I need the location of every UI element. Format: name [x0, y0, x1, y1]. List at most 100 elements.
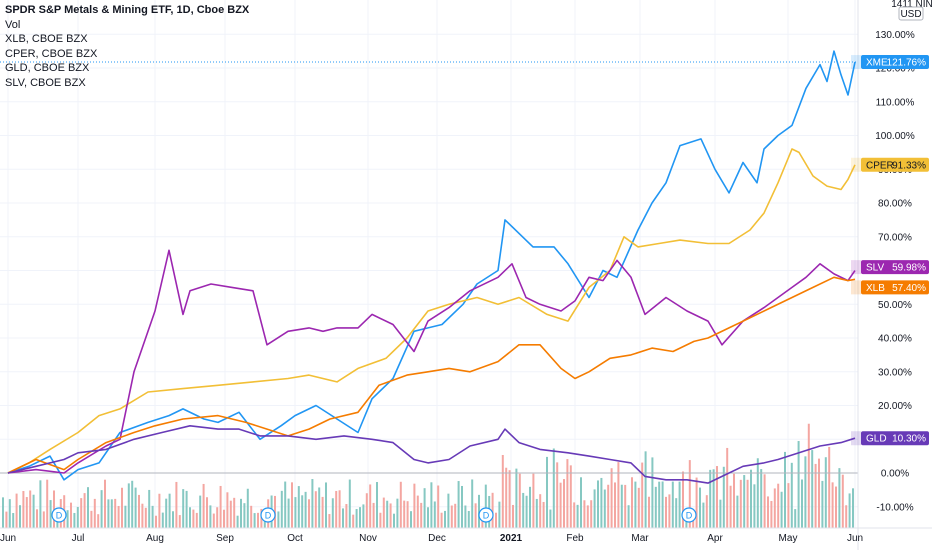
volume-bar	[348, 479, 351, 528]
volume-bar	[559, 482, 562, 528]
volume-bar	[328, 514, 331, 528]
volume-bar	[454, 503, 457, 528]
volume-bar	[794, 509, 797, 528]
volume-bar	[797, 441, 800, 528]
volume-bar	[828, 446, 831, 528]
volume-bar	[641, 462, 644, 528]
volume-bar	[620, 484, 623, 528]
volume-bar	[410, 511, 412, 528]
volume-bar	[12, 513, 15, 528]
volume-bar	[665, 496, 667, 528]
volume-bar	[192, 509, 195, 528]
chart-legend: SPDR S&P Metals & Mining ETF, 1D, Cboe B…	[5, 3, 249, 90]
legend-volume[interactable]: Vol	[5, 18, 21, 31]
volume-bar	[726, 447, 729, 528]
volume-bar	[780, 491, 783, 528]
volume-bar	[729, 485, 732, 528]
volume-bar	[491, 492, 494, 528]
y-tick-label: 40.00%	[878, 334, 912, 345]
volume-bar	[614, 482, 616, 528]
volume-bar	[399, 481, 402, 528]
volume-bar	[433, 501, 436, 528]
volume-bar	[352, 514, 355, 528]
volume-bar	[15, 493, 18, 528]
volume-bar	[321, 496, 324, 528]
volume-bar	[36, 509, 38, 528]
y-tick-label: 100.00%	[875, 131, 915, 142]
volume-bar	[359, 507, 361, 528]
scale-box[interactable]: 1411 NIN USD	[891, 0, 932, 21]
legend-item-gld[interactable]: GLD, CBOE BZX	[5, 62, 90, 74]
volume-bar	[763, 474, 766, 528]
volume-bar	[87, 487, 89, 528]
volume-bar	[365, 493, 368, 528]
volume-bar	[144, 507, 147, 528]
legend-item-cper[interactable]: CPER, CBOE BZX	[5, 47, 98, 60]
volume-bar	[549, 509, 552, 528]
series-line-gld[interactable]	[7, 425, 856, 484]
series-line-slv[interactable]	[7, 249, 856, 474]
series-line-xme[interactable]	[7, 50, 856, 481]
volume-bar	[580, 477, 582, 528]
volume-bar	[600, 477, 603, 528]
dividend-marker-label: D	[265, 511, 272, 521]
tag-name: XME	[866, 58, 888, 69]
volume-bar	[2, 497, 4, 528]
volume-bar	[682, 471, 684, 528]
volume-bar	[338, 490, 341, 528]
volume-bar	[127, 483, 130, 528]
volume-bar	[852, 488, 854, 528]
tag-name: XLB	[866, 283, 885, 294]
dividend-marker-label: D	[483, 511, 490, 521]
volume-bar	[331, 498, 334, 528]
volume-bar	[631, 477, 633, 528]
volume-bar	[420, 502, 423, 528]
volume-bar	[253, 513, 256, 528]
volume-bar	[131, 480, 134, 528]
y-tick-label: 50.00%	[878, 300, 912, 311]
volume-bar	[767, 496, 769, 528]
volume-bar	[39, 480, 42, 528]
dividend-marker[interactable]: D	[681, 507, 697, 523]
volume-bar	[848, 493, 851, 528]
x-tick-label: Jun	[847, 533, 863, 544]
volume-bar	[308, 499, 310, 528]
legend-item-xlb[interactable]: XLB, CBOE BZX	[5, 33, 88, 45]
volume-bar	[821, 480, 824, 528]
volume-bar	[416, 495, 419, 528]
volume-bar	[508, 470, 511, 528]
series-line-xlb[interactable]	[7, 276, 856, 474]
volume-bar	[195, 512, 198, 528]
volume-bar	[423, 488, 426, 528]
tag-xlb: XLB 57.40%	[851, 280, 929, 295]
volume-bar	[777, 483, 780, 528]
dividend-marker-label: D	[686, 511, 693, 521]
legend-item-slv[interactable]: SLV, CBOE BZX	[5, 76, 86, 89]
volume-bar	[73, 512, 76, 528]
dividend-marker[interactable]: D	[478, 507, 494, 523]
volume-bar	[80, 498, 83, 528]
volume-bar	[165, 498, 168, 528]
volume-bar	[25, 497, 28, 528]
dividend-marker[interactable]: D	[51, 507, 67, 523]
legend-main-symbol[interactable]: SPDR S&P Metals & Mining ETF, 1D, Cboe B…	[5, 4, 250, 16]
x-tick-label: Aug	[146, 533, 164, 544]
volume-bar	[603, 489, 606, 528]
volume-bar	[440, 512, 443, 528]
volume-bar	[495, 512, 497, 528]
series-line-cper[interactable]	[7, 148, 856, 474]
volume-bar	[406, 501, 409, 528]
x-tick-label: Apr	[707, 533, 723, 544]
volume-bar	[750, 469, 752, 528]
x-tick-label: Sep	[216, 533, 234, 544]
volume-bar	[478, 494, 480, 528]
x-tick-label: Nov	[359, 533, 377, 544]
volume-bar	[461, 485, 463, 528]
volume-bar	[386, 500, 389, 528]
volume-bar	[593, 489, 596, 528]
y-tick-label: 0.00%	[881, 469, 909, 480]
dividend-marker[interactable]: D	[260, 507, 276, 523]
volume-bar	[661, 481, 664, 528]
